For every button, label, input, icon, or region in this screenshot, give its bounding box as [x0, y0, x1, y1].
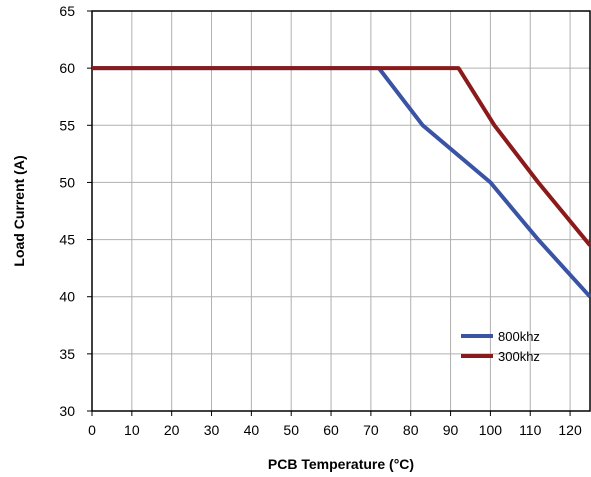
x-tick-label: 80 — [403, 422, 419, 438]
x-tick-label: 60 — [323, 422, 339, 438]
y-tick-label: 60 — [59, 60, 75, 76]
series-line-300khz — [92, 66, 591, 247]
x-tick-label: 70 — [363, 422, 379, 438]
y-tick-label: 50 — [59, 174, 75, 190]
x-tick-label: 50 — [283, 422, 299, 438]
axis-ticks: 0 10 20 30 40 50 60 70 80 90 100 110 120 30 35 40 45 50 55… — [59, 3, 582, 438]
legend-label-800khz: 800khz — [498, 329, 540, 344]
y-tick-label: 55 — [59, 117, 75, 133]
x-axis-title: PCB Temperature (°C) — [268, 456, 414, 472]
x-tick-label: 30 — [204, 422, 220, 438]
x-tick-label: 90 — [443, 422, 459, 438]
x-tick-label: 20 — [164, 422, 180, 438]
y-tick-label: 30 — [59, 403, 75, 419]
legend: 800khz 300khz — [461, 329, 540, 364]
x-tick-label: 100 — [479, 422, 503, 438]
legend-label-300khz: 300khz — [498, 349, 540, 364]
x-tick-label: 40 — [244, 422, 260, 438]
series-lines — [92, 66, 591, 299]
y-tick-label: 65 — [59, 3, 75, 19]
y-tick-label: 40 — [59, 289, 75, 305]
y-tick-label: 45 — [59, 232, 75, 248]
y-tick-label: 35 — [59, 346, 75, 362]
x-tick-label: 0 — [88, 422, 96, 438]
y-axis-title: Load Current (A) — [11, 155, 27, 266]
x-tick-label: 110 — [519, 422, 542, 438]
plot-area-frame — [91, 10, 591, 412]
x-tick-label: 10 — [124, 422, 140, 438]
x-tick-label: 120 — [558, 422, 582, 438]
